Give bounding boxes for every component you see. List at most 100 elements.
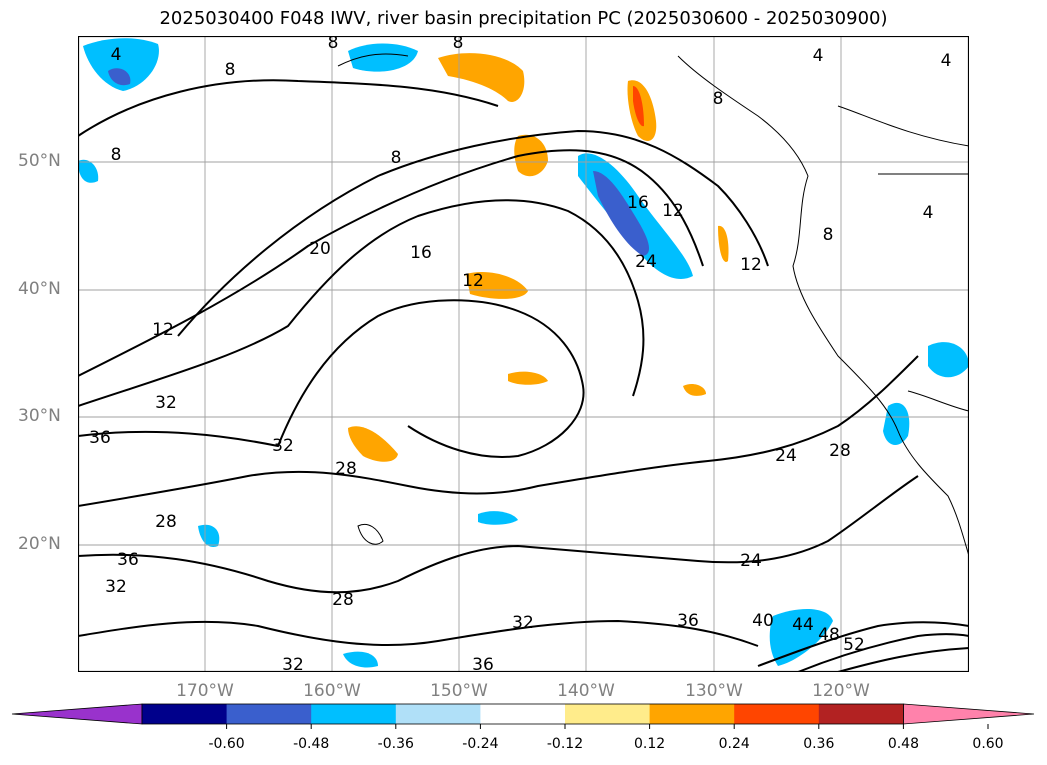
colorbar-frame (141, 703, 904, 725)
contour-line (78, 355, 919, 507)
shaded-patch (633, 86, 644, 127)
contour-label: 4 (111, 45, 122, 65)
contour-label: 8 (453, 36, 464, 53)
contour-label: 16 (410, 243, 432, 263)
shaded-patch (593, 171, 650, 256)
contour-line (78, 199, 645, 407)
shaded-patch (348, 43, 418, 72)
contour-line (78, 299, 585, 458)
shaded-patch (883, 402, 910, 446)
contour-label: 32 (272, 436, 294, 456)
shaded-patch (769, 609, 833, 666)
contour-label: 28 (332, 590, 354, 610)
contour-label: 4 (813, 46, 824, 66)
contour-label: 28 (829, 441, 851, 461)
lon-tick-label: 160°W (303, 681, 361, 701)
contour-label: 8 (225, 60, 236, 80)
contour-label: 48 (818, 625, 840, 645)
contour-line (797, 633, 969, 672)
contour-label: 24 (635, 252, 657, 272)
lon-tick-label: 170°W (176, 681, 234, 701)
contour-label: 32 (512, 613, 534, 633)
colorbar-segment (311, 704, 397, 724)
lat-tick-label: 20°N (18, 534, 61, 554)
contour-label: 36 (117, 550, 139, 570)
colorbar: -0.60 -0.48 -0.36 -0.24 -0.12 0.12 0.24 0.36 0.4… (11, 703, 1035, 752)
contour-label: 32 (105, 577, 127, 597)
contour-label: 40 (752, 611, 774, 631)
shaded-patch (478, 511, 518, 525)
colorbar-segment (649, 704, 735, 724)
contour-label: 8 (111, 145, 122, 165)
country-border (907, 390, 969, 412)
contour-line (78, 79, 499, 137)
shaded-patch (438, 53, 525, 102)
contour-label: 36 (677, 611, 699, 631)
colorbar-extend-low (11, 703, 143, 725)
shaded-patch (78, 159, 99, 183)
colorbar-tick-label: -0.24 (462, 736, 498, 752)
contour-label: 24 (740, 551, 762, 571)
contour-label: 32 (155, 393, 177, 413)
gridlines (78, 36, 969, 672)
contour-label: 8 (328, 36, 339, 53)
colorbar-tick-label: 0.60 (972, 736, 1003, 752)
map-background (78, 36, 969, 672)
lat-tick-label: 30°N (18, 406, 61, 426)
contour-line (837, 647, 969, 672)
colorbar-tick-label: 0.24 (719, 736, 750, 752)
iwv-contours (78, 79, 969, 672)
shaded-patch (343, 651, 378, 668)
colorbar-tick-label: 0.36 (803, 736, 834, 752)
colorbar-segment (142, 704, 228, 724)
colorbar-ticks: -0.60 -0.48 -0.36 -0.24 -0.12 0.12 0.24 0.36 0.4… (208, 724, 1004, 752)
lat-tick-label: 40°N (18, 279, 61, 299)
coastline (677, 55, 969, 557)
coastline (337, 53, 409, 67)
shaded-patch (514, 134, 548, 177)
coastline (837, 105, 969, 147)
contour-label: 20 (309, 239, 331, 259)
colorbar-segment (818, 704, 904, 724)
shaded-patch (508, 371, 548, 385)
shaded-patch (348, 426, 398, 462)
contour-label: 8 (823, 225, 834, 245)
lon-tick-label: 150°W (430, 681, 488, 701)
map-border (78, 36, 969, 672)
colorbar-tick-label: 0.12 (634, 736, 665, 752)
contour-line (78, 149, 704, 377)
shaded-patch (108, 68, 131, 86)
contour-line (78, 619, 759, 647)
map-panel: 4 8 8 8 8 8 8 8 4 4 4 12 12 12 12 16 16 … (78, 36, 969, 672)
shaded-patch (83, 38, 159, 91)
contour-label: 28 (155, 512, 177, 532)
colorbar-tick-label: 0.48 (888, 736, 919, 752)
contour-label: 12 (662, 201, 684, 221)
colorbar-segment (226, 704, 312, 724)
coastline (357, 523, 384, 545)
shaded-patch (466, 271, 528, 299)
shaded-patch (683, 383, 706, 396)
contour-label: 4 (923, 203, 934, 223)
shaded-patch (718, 225, 729, 262)
contour-line (78, 475, 919, 594)
shaded-patches (78, 38, 969, 668)
colorbar-tick-label: -0.12 (547, 736, 583, 752)
colorbar-tick-label: -0.36 (378, 736, 414, 752)
contour-label: 36 (89, 428, 111, 448)
contour-label: 36 (472, 655, 494, 672)
shaded-patch (198, 524, 220, 547)
contour-line (757, 621, 969, 667)
contour-label: 12 (152, 320, 174, 340)
contour-label: 8 (713, 89, 724, 109)
colorbar-segment (734, 704, 820, 724)
contour-label: 24 (775, 446, 797, 466)
lon-tick-label: 130°W (685, 681, 743, 701)
contour-label: 16 (627, 193, 649, 213)
contour-label: 28 (335, 459, 357, 479)
contour-label: 44 (792, 615, 814, 635)
contour-label: 12 (740, 255, 762, 275)
contour-label: 52 (843, 635, 865, 655)
contour-label: 8 (391, 148, 402, 168)
lon-tick-label: 120°W (812, 681, 870, 701)
